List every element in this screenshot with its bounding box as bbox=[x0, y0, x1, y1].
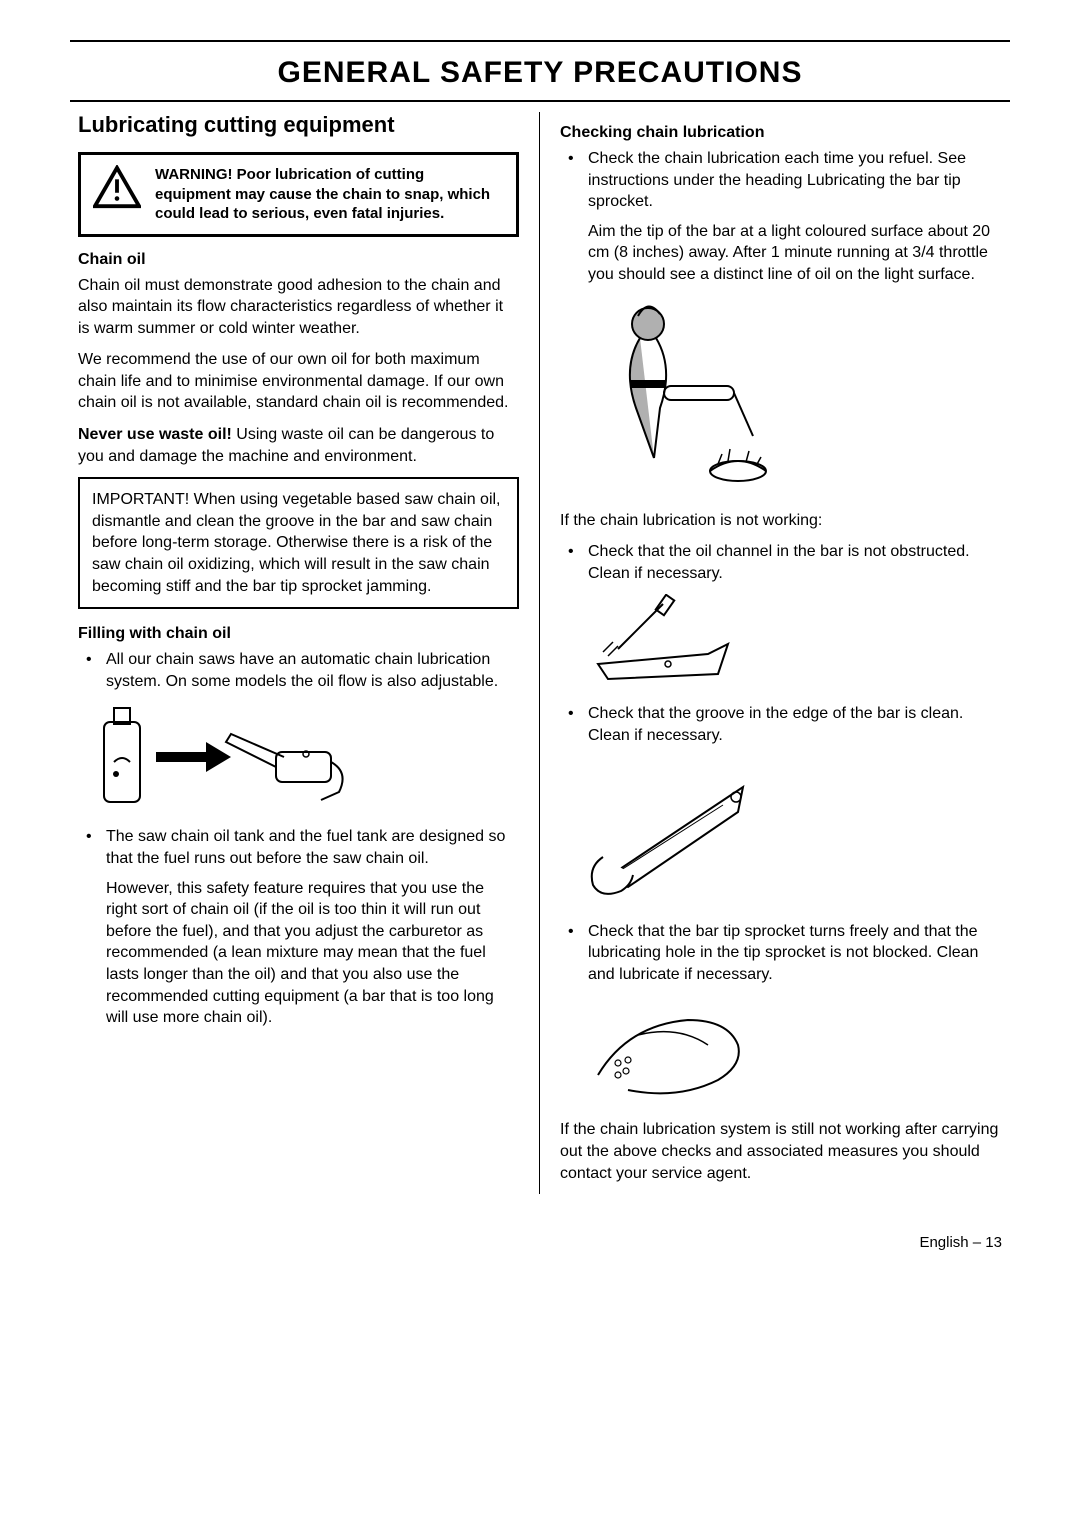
warning-triangle-icon bbox=[93, 165, 141, 209]
warning-text: WARNING! Poor lubrication of cutting equ… bbox=[155, 165, 504, 224]
page-title: GENERAL SAFETY PRECAUTIONS bbox=[70, 50, 1010, 96]
heading-filling: Filling with chain oil bbox=[78, 625, 519, 643]
illustration-oil-bottle-chainsaw bbox=[96, 702, 519, 812]
illustration-clean-bar-groove bbox=[578, 757, 1002, 907]
checking-li2: Check that the oil channel in the bar is… bbox=[560, 541, 1002, 584]
section-title-lubricating: Lubricating cutting equipment bbox=[78, 112, 519, 138]
checking-list-4: Check that the bar tip sprocket turns fr… bbox=[560, 921, 1002, 986]
checking-li4: Check that the bar tip sprocket turns fr… bbox=[560, 921, 1002, 986]
illustration-clean-oil-channel bbox=[578, 594, 1002, 689]
filling-list-2: The saw chain oil tank and the fuel tank… bbox=[78, 826, 519, 1028]
warning-box: WARNING! Poor lubrication of cutting equ… bbox=[78, 152, 519, 237]
checking-li1-text: Check the chain lubrication each time yo… bbox=[588, 150, 966, 210]
filling-li1: All our chain saws have an automatic cha… bbox=[78, 649, 519, 692]
right-column: Checking chain lubrication Check the cha… bbox=[540, 112, 1010, 1194]
chain-oil-p3: Never use waste oil! Using waste oil can… bbox=[78, 424, 519, 467]
checking-li1: Check the chain lubrication each time yo… bbox=[560, 148, 1002, 286]
notworking-intro: If the chain lubrication is not working: bbox=[560, 510, 1002, 532]
heading-checking: Checking chain lubrication bbox=[560, 124, 1002, 142]
content-columns: Lubricating cutting equipment WARNING! P… bbox=[70, 112, 1010, 1194]
filling-list: All our chain saws have an automatic cha… bbox=[78, 649, 519, 692]
filling-li2-text: The saw chain oil tank and the fuel tank… bbox=[106, 828, 505, 867]
checking-li3: Check that the groove in the edge of the… bbox=[560, 703, 1002, 746]
heading-chain-oil: Chain oil bbox=[78, 251, 519, 269]
checking-list-2: Check that the oil channel in the bar is… bbox=[560, 541, 1002, 584]
illustration-operator-chainsaw bbox=[578, 296, 1002, 496]
left-column: Lubricating cutting equipment WARNING! P… bbox=[70, 112, 540, 1194]
illustration-bar-tip-sprocket bbox=[578, 995, 1002, 1105]
chain-oil-p1: Chain oil must demonstrate good adhesion… bbox=[78, 275, 519, 340]
never-use-waste-oil-bold: Never use waste oil! bbox=[78, 426, 232, 443]
important-box: IMPORTANT! When using vegetable based sa… bbox=[78, 477, 519, 609]
filling-li2-follow: However, this safety feature requires th… bbox=[106, 878, 519, 1029]
checking-list-3: Check that the groove in the edge of the… bbox=[560, 703, 1002, 746]
checking-list-1: Check the chain lubrication each time yo… bbox=[560, 148, 1002, 286]
under-title-rule bbox=[70, 100, 1010, 102]
checking-li1-follow: Aim the tip of the bar at a light colour… bbox=[588, 221, 1002, 286]
top-rule bbox=[70, 40, 1010, 42]
filling-li2: The saw chain oil tank and the fuel tank… bbox=[78, 826, 519, 1028]
page-footer: English – 13 bbox=[70, 1234, 1010, 1251]
closing-paragraph: If the chain lubrication system is still… bbox=[560, 1119, 1002, 1184]
chain-oil-p2: We recommend the use of our own oil for … bbox=[78, 349, 519, 414]
